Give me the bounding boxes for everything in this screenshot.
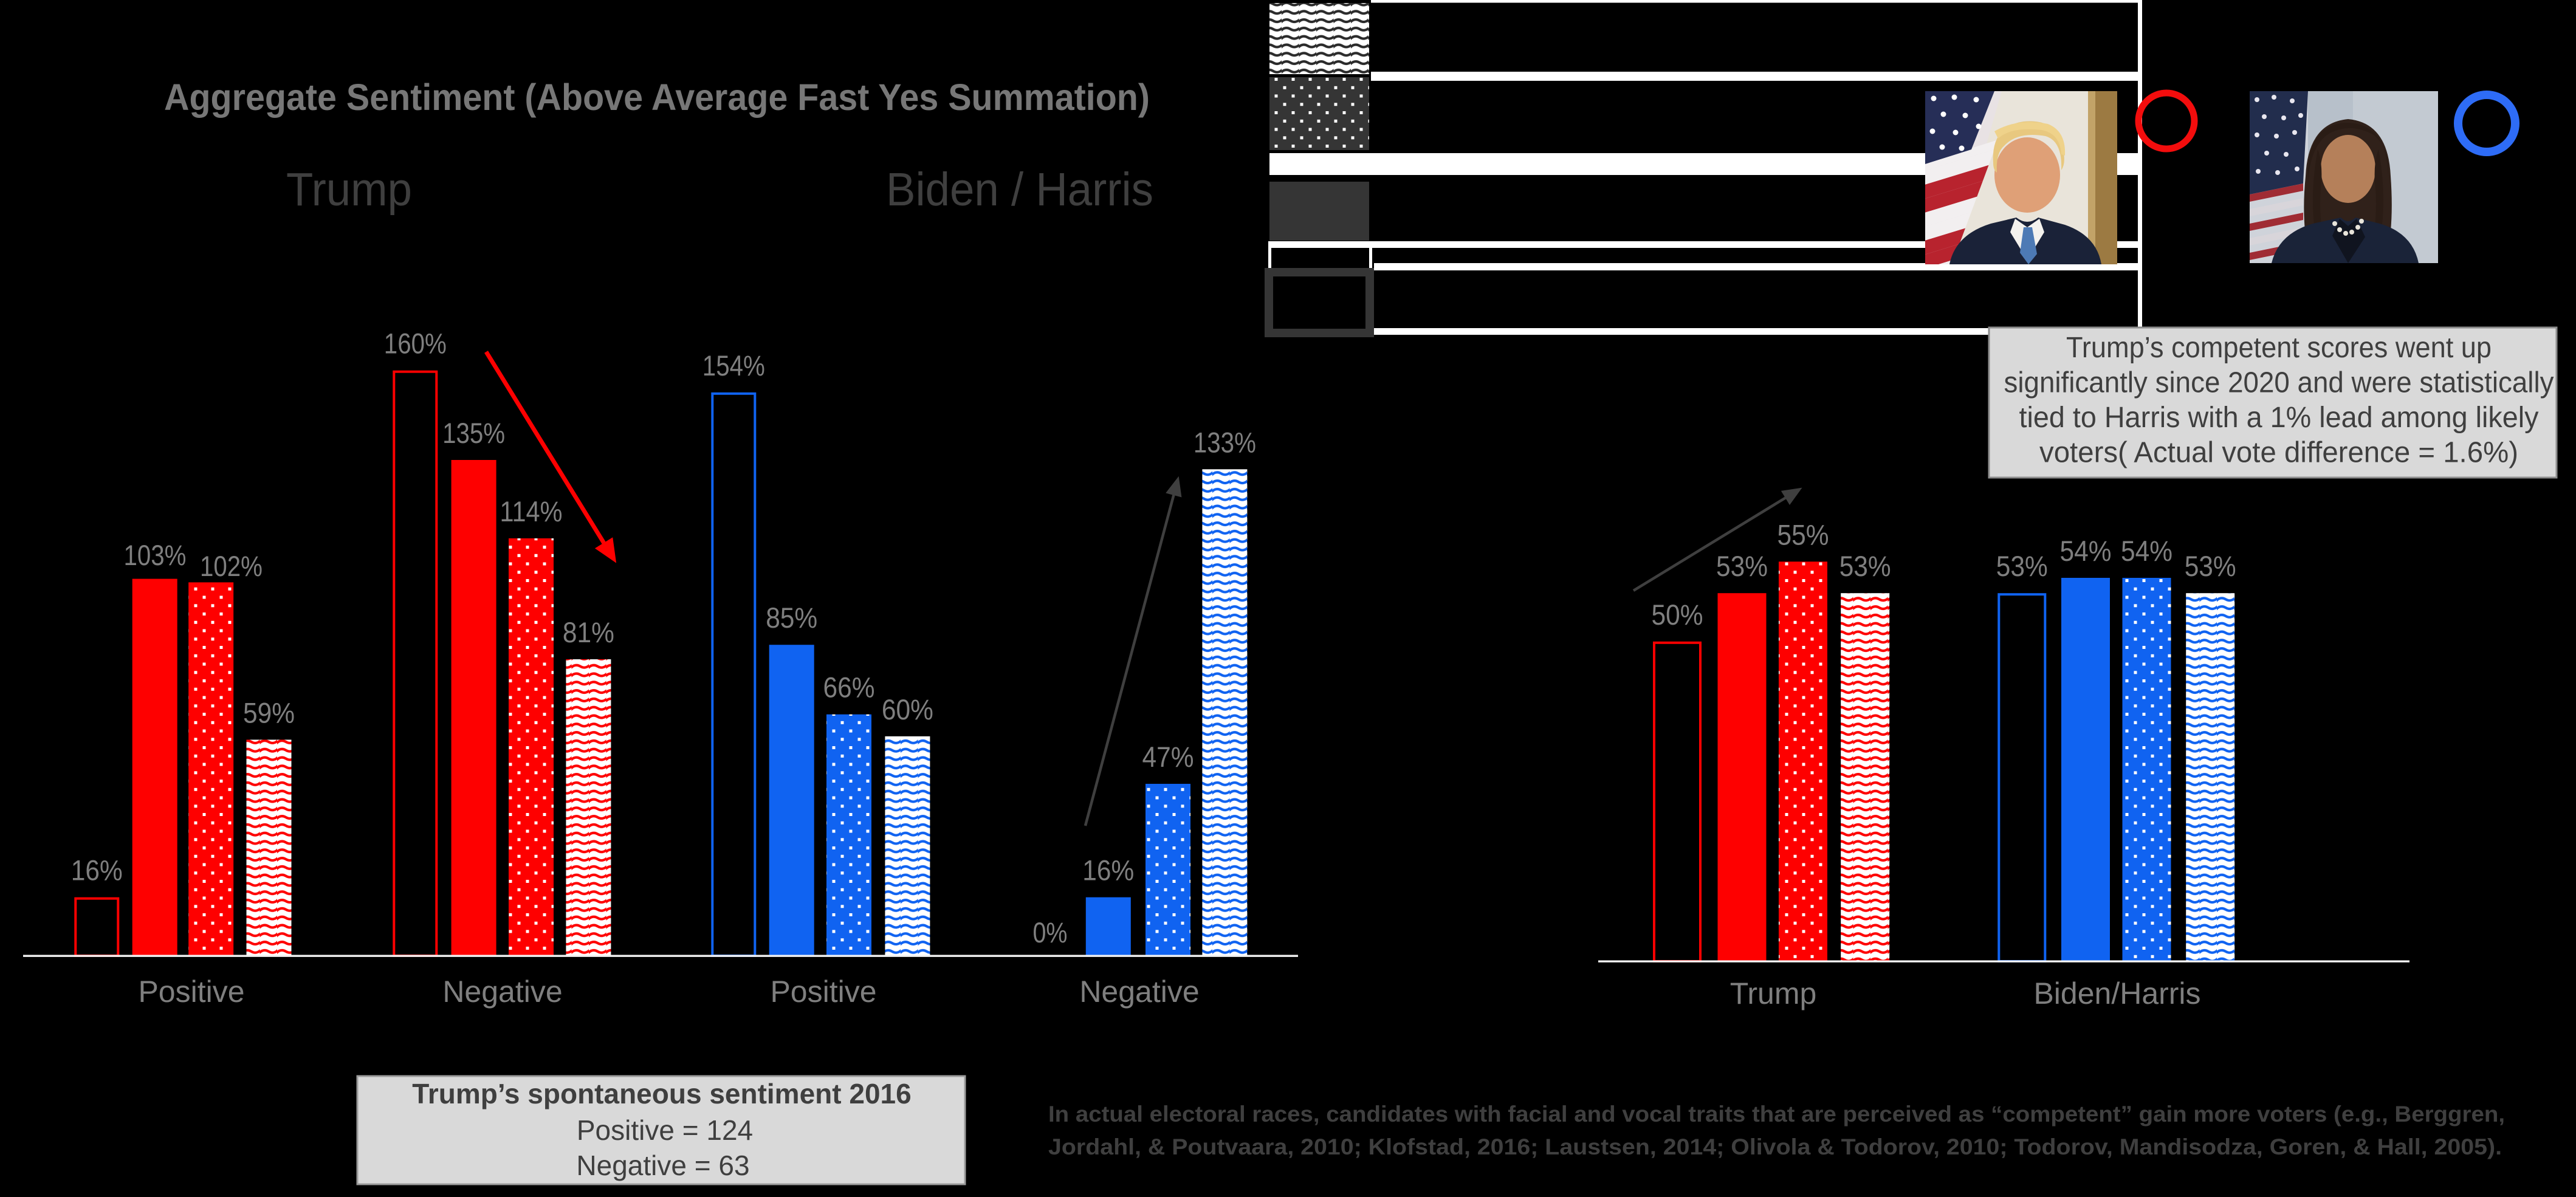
svg-text:voters( Actual vote difference: voters( Actual vote difference = 1.6%) (2039, 437, 2518, 469)
svg-text:135%: 135% (442, 417, 505, 449)
svg-text:tied to Harris with a 1% lead: tied to Harris with a 1% lead among like… (2019, 402, 2539, 434)
svg-text:Jordahl, & Poutvaara, 2010; Kl: Jordahl, & Poutvaara, 2010; Klofstad, 20… (1048, 1134, 2502, 1159)
svg-text:53%: 53% (1716, 550, 1768, 582)
svg-text:55%: 55% (1777, 518, 1829, 550)
svg-text:Trump: Trump (286, 163, 412, 216)
svg-text:Aggregate Sentiment (Above Ave: Aggregate Sentiment (Above Average Fast … (164, 77, 1150, 118)
svg-text:0%: 0% (1033, 916, 1068, 948)
svg-text:16%: 16% (1082, 854, 1134, 887)
svg-text:81%: 81% (563, 616, 614, 648)
svg-text:Trump’s spontaneous sentiment: Trump’s spontaneous sentiment 2016 (412, 1078, 911, 1110)
svg-text:Trump: Trump (1730, 976, 1817, 1010)
svg-text:54%: 54% (2060, 535, 2112, 567)
svg-text:103%: 103% (124, 539, 187, 571)
svg-text:85%: 85% (766, 602, 817, 634)
svg-text:Negative: Negative (1079, 975, 1199, 1009)
svg-text:133%: 133% (1194, 426, 1256, 458)
svg-text:Negative = 63: Negative = 63 (576, 1150, 749, 1181)
svg-text:53%: 53% (1996, 550, 2048, 582)
svg-text:59%: 59% (243, 696, 295, 729)
svg-text:154%: 154% (702, 349, 765, 382)
svg-text:53%: 53% (1839, 550, 1891, 582)
svg-text:Positive: Positive (138, 975, 244, 1009)
svg-text:Biden/Harris: Biden/Harris (2033, 976, 2200, 1010)
svg-text:47%: 47% (1142, 741, 1194, 773)
svg-text:16%: 16% (71, 854, 123, 887)
svg-text:102%: 102% (200, 550, 263, 582)
svg-text:In actual electoral races, can: In actual electoral races, candidates wi… (1048, 1101, 2505, 1127)
svg-text:Biden / Harris: Biden / Harris (886, 163, 1153, 216)
svg-text:114%: 114% (500, 495, 563, 527)
svg-text:Positive: Positive (770, 975, 876, 1009)
svg-text:66%: 66% (823, 671, 875, 704)
svg-text:Negative: Negative (442, 975, 562, 1009)
svg-text:160%: 160% (384, 328, 447, 360)
svg-text:Positive = 124: Positive = 124 (577, 1114, 753, 1146)
svg-text:significantly since 2020 and w: significantly since 2020 and were statis… (2004, 367, 2554, 399)
svg-text:54%: 54% (2121, 535, 2172, 567)
svg-text:50%: 50% (1652, 598, 1703, 631)
svg-text:53%: 53% (2185, 550, 2236, 582)
svg-text:60%: 60% (882, 693, 933, 725)
svg-text:Trump’s competent scores went: Trump’s competent scores went up (2066, 332, 2492, 364)
